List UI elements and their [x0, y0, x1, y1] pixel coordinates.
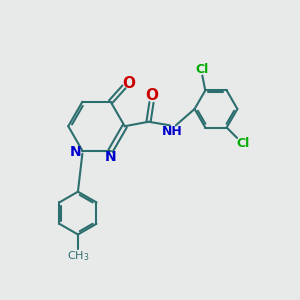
Text: NH: NH — [162, 125, 183, 138]
Text: Cl: Cl — [236, 137, 250, 150]
Text: O: O — [122, 76, 135, 92]
Text: CH$_3$: CH$_3$ — [67, 249, 89, 263]
Text: N: N — [70, 145, 82, 159]
Text: N: N — [105, 150, 116, 164]
Text: Cl: Cl — [195, 63, 208, 76]
Text: O: O — [146, 88, 159, 104]
